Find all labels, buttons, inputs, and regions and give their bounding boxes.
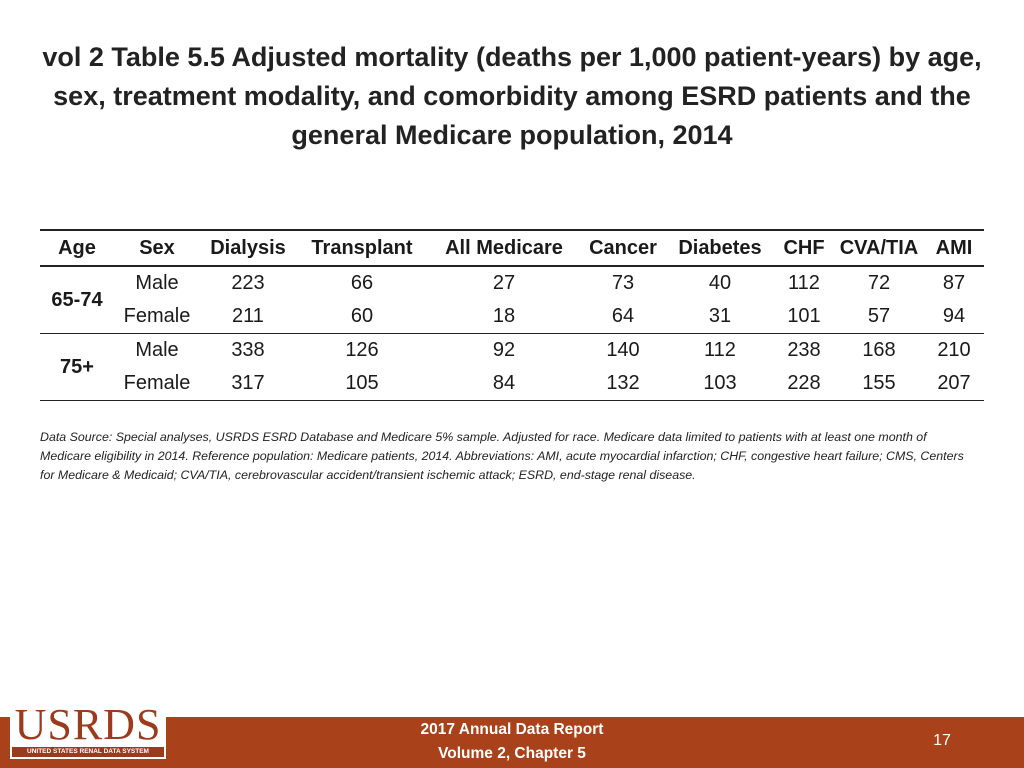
- value-cell: 66: [350, 272, 374, 294]
- header-diabetes: Diabetes: [678, 236, 762, 259]
- value-cell: 155: [862, 372, 896, 394]
- value-cell: 27: [492, 272, 516, 294]
- value-cell: 238: [787, 339, 821, 361]
- value-cell: 40: [708, 272, 732, 294]
- value-cell: 207: [937, 372, 971, 394]
- value-cell: 31: [708, 305, 732, 327]
- value-cell: 112: [704, 339, 736, 361]
- header-sex: Sex: [139, 236, 175, 259]
- value-cell: 228: [787, 372, 821, 394]
- slide-title: vol 2 Table 5.5 Adjusted mortality (deat…: [42, 42, 982, 150]
- value-cell: 101: [787, 305, 821, 327]
- value-cell: 140: [606, 339, 640, 361]
- table-row: 65-74 Male 223 66 27 73 40 112 72 87: [40, 266, 984, 311]
- header-dialysis: Dialysis: [210, 236, 286, 259]
- table-row: Female 317 105 84 132 103 228 155 207: [40, 367, 984, 401]
- value-cell: 126: [345, 339, 379, 361]
- value-cell: 210: [937, 339, 971, 361]
- header-transplant: Transplant: [311, 236, 413, 259]
- usrds-logo: USRDS UNITED STATES RENAL DATA SYSTEM: [10, 703, 166, 759]
- mortality-table: Age Sex Dialysis Transplant All Medicare…: [40, 229, 984, 401]
- age-group-cell: 75+: [60, 355, 94, 378]
- value-cell: 87: [942, 272, 966, 294]
- header-ami: AMI: [935, 236, 973, 259]
- logo-subtitle: UNITED STATES RENAL DATA SYSTEM: [12, 747, 164, 757]
- value-cell: 60: [350, 305, 374, 327]
- value-cell: 168: [862, 339, 896, 361]
- value-cell: 223: [231, 272, 265, 294]
- sex-cell: Female: [123, 305, 191, 327]
- value-cell: 73: [611, 272, 635, 294]
- value-cell: 92: [492, 339, 516, 361]
- value-cell: 105: [345, 372, 379, 394]
- report-volume: Volume 2, Chapter 5: [438, 745, 586, 762]
- footer-bar: [0, 717, 1024, 768]
- report-label: 2017 Annual Data Report Volume 2, Chapte…: [362, 718, 662, 766]
- value-cell: 338: [231, 339, 265, 361]
- table-row: 75+ Male 338 126 92 140 112 238 168 210: [40, 334, 984, 378]
- value-cell: 94: [942, 305, 966, 327]
- header-cva-tia: CVA/TIA: [839, 236, 919, 259]
- table-row: Female 211 60 18 64 31 101 57 94: [40, 300, 984, 334]
- value-cell: 103: [703, 372, 737, 394]
- sex-cell: Male: [135, 339, 179, 361]
- value-cell: 57: [867, 305, 891, 327]
- logo-wordmark: USRDS: [14, 700, 162, 749]
- header-all-medicare: All Medicare: [445, 236, 563, 259]
- header-age: Age: [58, 236, 96, 259]
- sex-cell: Female: [123, 372, 191, 394]
- value-cell: 18: [492, 305, 516, 327]
- value-cell: 317: [231, 372, 265, 394]
- value-cell: 64: [611, 305, 635, 327]
- value-cell: 112: [788, 272, 820, 294]
- table-header-row: Age Sex Dialysis Transplant All Medicare…: [40, 230, 984, 266]
- header-chf: CHF: [783, 236, 825, 259]
- value-cell: 72: [867, 272, 891, 294]
- value-cell: 211: [232, 305, 264, 327]
- data-source-footnote: Data Source: Special analyses, USRDS ESR…: [40, 430, 964, 482]
- age-group-cell: 65-74: [51, 288, 103, 311]
- sex-cell: Male: [135, 272, 179, 294]
- value-cell: 132: [606, 372, 640, 394]
- report-title: 2017 Annual Data Report: [420, 721, 604, 738]
- page-number: 17: [933, 732, 951, 749]
- value-cell: 84: [492, 372, 516, 394]
- header-cancer: Cancer: [589, 236, 657, 259]
